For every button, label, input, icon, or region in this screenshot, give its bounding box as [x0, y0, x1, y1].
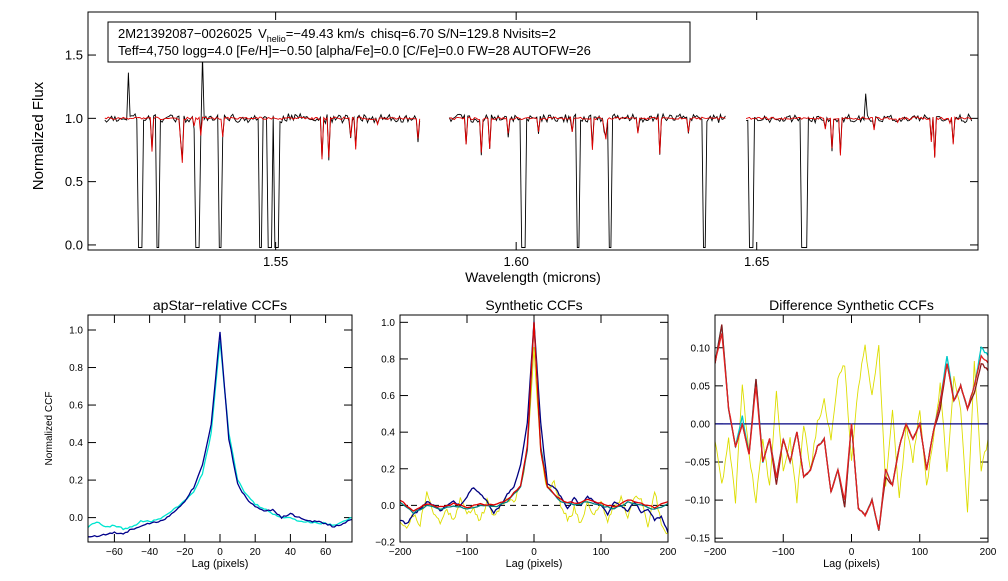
observed-spectrum-line	[104, 56, 421, 248]
x-tick-label: 200	[660, 547, 677, 558]
ccf-series-red	[715, 333, 988, 531]
difference-ccf-panel: −200 −100 0 100 200 −0.15 −0.10 −0.05 0.00 0.05 0.…	[685, 297, 997, 570]
y-tick-label: 0.6	[69, 401, 83, 412]
apstar-ccf-panel: −60 −40 −20 0 20 40 60 0.0 0.2 0.4 0.6 0.8 1.0 apStar…	[44, 297, 353, 570]
model-spectrum-line	[104, 116, 421, 163]
y-tick-label: 0.5	[65, 174, 83, 189]
plot-lines	[715, 324, 988, 532]
y-tick-label: 1.0	[65, 111, 83, 126]
spectrum-annotation: 2M21392087−0026025 Vhelio=−49.43 km/s chis…	[107, 21, 691, 63]
annotation-v-prefix: V	[258, 26, 267, 41]
plot-frame	[87, 314, 353, 543]
x-axis-label: Wavelength (microns)	[465, 269, 601, 285]
plot-frame	[399, 314, 669, 543]
ccf-series-visit-1	[88, 341, 352, 531]
annotation-line-2: Teff=4,750 logg=4.0 [Fe/H]=−0.50 [alpha/…	[118, 43, 591, 58]
y-tick-label: 0.2	[381, 464, 395, 475]
x-tick-label: −100	[772, 547, 795, 558]
x-tick-label: −60	[106, 547, 123, 558]
plot-frame	[714, 314, 989, 543]
x-tick-label: −20	[176, 547, 193, 558]
y-tick-label: 0.4	[69, 438, 83, 449]
apstar-ccf-title: apStar−relative CCFs	[153, 297, 287, 313]
y-tick-label: 0.0	[69, 513, 83, 524]
x-tick-label: 1.65	[744, 254, 769, 269]
y-tick-label: −0.10	[685, 496, 711, 507]
spectrum-chip	[448, 112, 726, 248]
x-tick-label: 0	[849, 547, 855, 558]
ccf-series-yellow	[400, 347, 668, 535]
x-tick-label: −200	[389, 547, 412, 558]
spectrum-chip	[104, 56, 421, 248]
y-tick-label: 0.10	[691, 343, 711, 354]
x-tick-label: 40	[285, 547, 297, 558]
y-tick-label: −0.05	[685, 458, 711, 469]
annotation-v-subscript: helio	[267, 34, 286, 44]
synthetic-ccf-title: Synthetic CCFs	[485, 297, 582, 313]
y-tick-label: 1.5	[65, 48, 83, 63]
ccf-series-yellow	[715, 344, 988, 513]
annotation-stats: chisq=6.70 S/N=129.8 Nvisits=2	[371, 26, 556, 41]
x-axis-label: Lag (pixels)	[823, 558, 880, 570]
model-spectrum-line	[745, 116, 972, 158]
y-axis-label: Normalized CCF	[44, 392, 55, 466]
y-tick-label: 0.8	[381, 354, 395, 365]
annotation-star-id: 2M21392087−0026025	[118, 26, 252, 41]
plot-frame	[87, 11, 979, 251]
x-tick-label: 100	[911, 547, 928, 558]
spectrum-panel: 1.55 1.60 1.65 0.0 0.5 1.0 1.5 Wavelength (micr…	[30, 11, 979, 285]
x-tick-label: −40	[141, 547, 158, 558]
difference-ccf-title: Difference Synthetic CCFs	[769, 297, 934, 313]
y-tick-label: 0.0	[381, 501, 395, 512]
y-tick-label: 0.0	[65, 237, 83, 252]
x-tick-label: 20	[250, 547, 262, 558]
ccf-series-red	[400, 322, 668, 512]
y-axis-label: Normalized Flux	[30, 81, 47, 190]
plot-lines	[88, 331, 352, 538]
y-tick-label: 0.00	[691, 419, 711, 430]
y-tick-label: 1.0	[69, 326, 83, 337]
x-tick-label: 0	[217, 547, 223, 558]
y-tick-label: −0.15	[685, 534, 711, 545]
annotation-line-1: 2M21392087−0026025 Vhelio=−49.43 km/s chis…	[118, 26, 556, 44]
synthetic-ccf-panel: −200 −100 0 100 200 −0.2 0.0 0.2 0.4 0.6 0.8 1.0 Syn…	[375, 297, 677, 570]
x-axis-label: Lag (pixels)	[192, 558, 249, 570]
x-tick-label: 100	[593, 547, 610, 558]
y-tick-label: 0.2	[69, 476, 83, 487]
plot-lines	[400, 321, 668, 535]
y-tick-label: 1.0	[381, 318, 395, 329]
y-tick-label: 0.4	[381, 428, 395, 439]
x-tick-label: −100	[456, 547, 479, 558]
observed-spectrum-line	[745, 93, 973, 248]
observed-spectrum-line	[448, 112, 726, 248]
annotation-v-value: =−49.43 km/s	[286, 26, 365, 41]
x-tick-label: −200	[704, 547, 727, 558]
x-tick-label: 1.55	[263, 254, 288, 269]
model-spectrum-line	[449, 115, 726, 154]
x-tick-label: 0	[531, 547, 537, 558]
x-tick-label: 60	[320, 547, 332, 558]
annotation-box	[107, 21, 691, 63]
y-tick-label: 0.05	[691, 381, 711, 392]
y-tick-label: 0.8	[69, 363, 83, 374]
ccf-series-visit-2	[88, 331, 352, 538]
x-tick-label: 200	[980, 547, 997, 558]
x-tick-label: 1.60	[504, 254, 529, 269]
y-tick-label: −0.2	[375, 538, 395, 549]
spectrum-chip	[745, 93, 973, 248]
x-axis-label: Lag (pixels)	[506, 558, 563, 570]
y-tick-label: 0.6	[381, 391, 395, 402]
